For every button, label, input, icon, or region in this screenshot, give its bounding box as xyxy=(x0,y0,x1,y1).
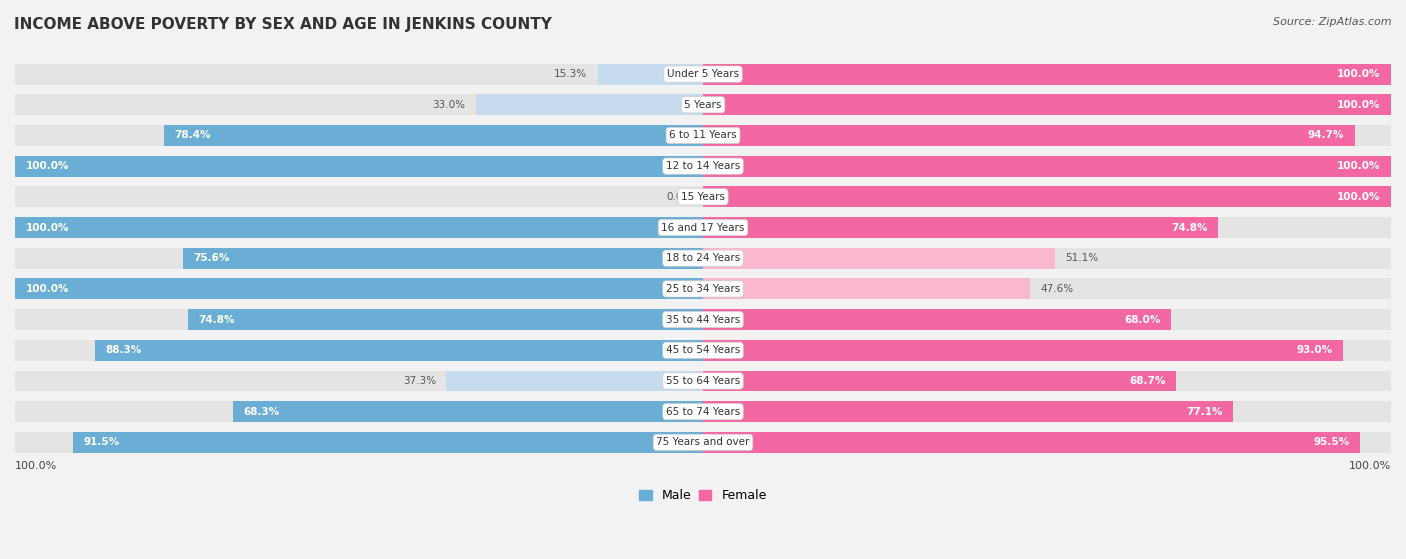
Bar xyxy=(703,309,1171,330)
Bar xyxy=(703,340,1343,361)
Bar xyxy=(477,94,703,115)
Text: 37.3%: 37.3% xyxy=(404,376,436,386)
Bar xyxy=(703,156,1391,177)
Text: 5 Years: 5 Years xyxy=(685,100,721,110)
Text: 100.0%: 100.0% xyxy=(15,461,58,471)
Bar xyxy=(703,94,1391,115)
Bar xyxy=(703,340,1391,361)
Text: 74.8%: 74.8% xyxy=(198,315,235,325)
Text: 94.7%: 94.7% xyxy=(1308,130,1344,140)
Text: 55 to 64 Years: 55 to 64 Years xyxy=(666,376,740,386)
Bar xyxy=(15,64,703,84)
Text: 100.0%: 100.0% xyxy=(1337,69,1381,79)
Text: 95.5%: 95.5% xyxy=(1313,437,1350,447)
Text: 77.1%: 77.1% xyxy=(1187,406,1223,416)
Bar xyxy=(15,371,703,391)
Text: 100.0%: 100.0% xyxy=(25,222,69,233)
Bar xyxy=(15,156,703,177)
Text: 15.3%: 15.3% xyxy=(554,69,588,79)
Bar xyxy=(73,432,703,453)
Text: 75.6%: 75.6% xyxy=(193,253,229,263)
Text: 45 to 54 Years: 45 to 54 Years xyxy=(666,345,740,356)
Text: 47.6%: 47.6% xyxy=(1040,284,1074,294)
Bar xyxy=(15,248,703,269)
Text: 100.0%: 100.0% xyxy=(1337,161,1381,171)
Bar xyxy=(703,94,1391,115)
Bar xyxy=(188,309,703,330)
Text: 91.5%: 91.5% xyxy=(84,437,120,447)
Bar xyxy=(703,278,1391,299)
Bar xyxy=(96,340,703,361)
Bar xyxy=(15,432,703,453)
Legend: Male, Female: Male, Female xyxy=(634,484,772,508)
Bar xyxy=(703,186,1391,207)
Bar xyxy=(703,156,1391,177)
Bar xyxy=(703,186,1391,207)
Text: 68.0%: 68.0% xyxy=(1125,315,1160,325)
Text: 100.0%: 100.0% xyxy=(1348,461,1391,471)
Text: 35 to 44 Years: 35 to 44 Years xyxy=(666,315,740,325)
Bar xyxy=(703,432,1391,453)
Bar xyxy=(15,186,703,207)
Bar xyxy=(703,217,1218,238)
Bar xyxy=(233,401,703,422)
Text: 15 Years: 15 Years xyxy=(681,192,725,202)
Bar xyxy=(15,278,703,299)
Bar xyxy=(703,64,1391,84)
Bar xyxy=(703,371,1175,391)
Text: 100.0%: 100.0% xyxy=(1337,192,1381,202)
Text: 16 and 17 Years: 16 and 17 Years xyxy=(661,222,745,233)
Text: 100.0%: 100.0% xyxy=(25,161,69,171)
Bar xyxy=(446,371,703,391)
Text: 100.0%: 100.0% xyxy=(25,284,69,294)
Bar xyxy=(15,94,703,115)
Bar xyxy=(703,125,1391,146)
Bar xyxy=(703,401,1233,422)
Bar xyxy=(703,64,1391,84)
Text: 18 to 24 Years: 18 to 24 Years xyxy=(666,253,740,263)
Bar xyxy=(703,248,1391,269)
Text: 93.0%: 93.0% xyxy=(1296,345,1333,356)
Text: 88.3%: 88.3% xyxy=(105,345,142,356)
Bar xyxy=(15,340,703,361)
Bar xyxy=(15,278,703,299)
Text: 51.1%: 51.1% xyxy=(1064,253,1098,263)
Bar xyxy=(703,278,1031,299)
Bar xyxy=(15,217,703,238)
Text: 74.8%: 74.8% xyxy=(1171,222,1208,233)
Text: 6 to 11 Years: 6 to 11 Years xyxy=(669,130,737,140)
Bar xyxy=(703,401,1391,422)
Text: 68.3%: 68.3% xyxy=(243,406,280,416)
Bar xyxy=(703,125,1354,146)
Text: 12 to 14 Years: 12 to 14 Years xyxy=(666,161,740,171)
Bar xyxy=(703,217,1391,238)
Text: Under 5 Years: Under 5 Years xyxy=(666,69,740,79)
Bar xyxy=(183,248,703,269)
Text: 78.4%: 78.4% xyxy=(174,130,211,140)
Text: Source: ZipAtlas.com: Source: ZipAtlas.com xyxy=(1274,17,1392,27)
Bar xyxy=(15,309,703,330)
Bar xyxy=(703,371,1391,391)
Bar xyxy=(15,125,703,146)
Text: 25 to 34 Years: 25 to 34 Years xyxy=(666,284,740,294)
Bar xyxy=(15,156,703,177)
Bar xyxy=(703,248,1054,269)
Text: 33.0%: 33.0% xyxy=(433,100,465,110)
Text: 75 Years and over: 75 Years and over xyxy=(657,437,749,447)
Text: 100.0%: 100.0% xyxy=(1337,100,1381,110)
Bar xyxy=(598,64,703,84)
Text: INCOME ABOVE POVERTY BY SEX AND AGE IN JENKINS COUNTY: INCOME ABOVE POVERTY BY SEX AND AGE IN J… xyxy=(14,17,553,32)
Bar xyxy=(15,217,703,238)
Bar xyxy=(703,432,1360,453)
Text: 0.0%: 0.0% xyxy=(666,192,693,202)
Bar xyxy=(15,401,703,422)
Bar xyxy=(163,125,703,146)
Bar xyxy=(703,309,1391,330)
Text: 65 to 74 Years: 65 to 74 Years xyxy=(666,406,740,416)
Text: 68.7%: 68.7% xyxy=(1129,376,1166,386)
